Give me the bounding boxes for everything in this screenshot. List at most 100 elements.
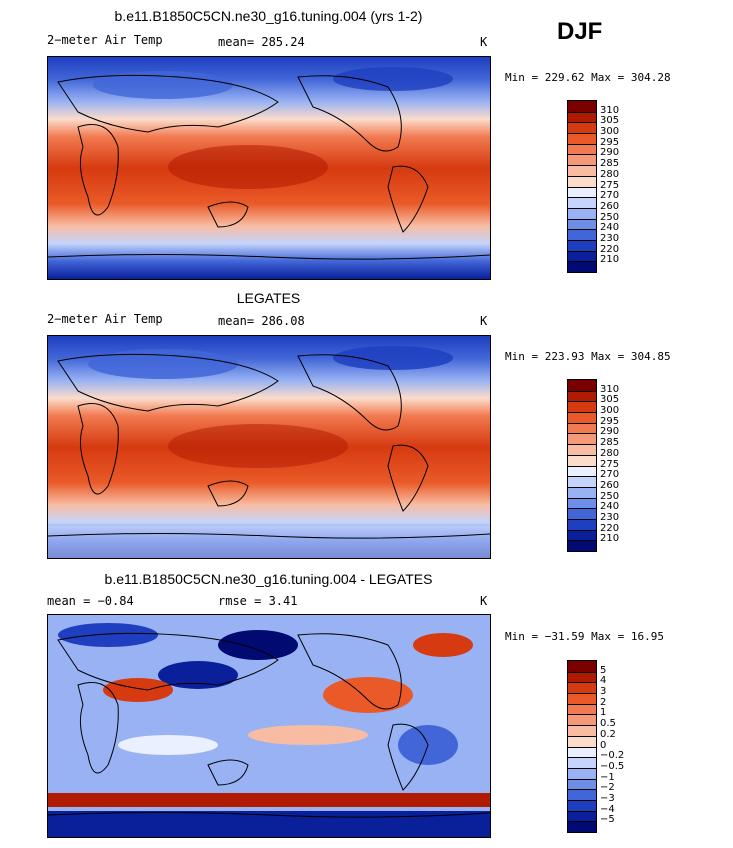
panel-diff-colorbar-tick-label: −0.2 (600, 750, 625, 762)
panel-diff-colorbar-tick-label: 5 (600, 664, 607, 676)
panel-obs-colorbar-swatch (568, 454, 596, 466)
panel-diff-map-svg (48, 615, 490, 837)
panel-diff-colorbar-tick-label: −4 (600, 803, 615, 815)
panel-obs-cold-america (333, 346, 453, 370)
panel-obs-coastlines (48, 353, 490, 539)
panel-diff-colorbar: 5 4 3 2 1 0.5 0.2 0 −0.2 −0.5 −1 −2 −3 −4 −5 (567, 660, 624, 833)
panel-obs-colorbar-swatch (568, 390, 596, 402)
panel-model-warm-pool (168, 145, 328, 189)
panel-model-colorbar-tick-label: 300 (600, 126, 620, 138)
panel-diff-colorbar-swatch (568, 810, 596, 822)
panel-model-colorbar-tick-label: 230 (600, 232, 620, 244)
panel-model-colorbar-swatch (568, 261, 596, 272)
panel-diff-blob-2 (158, 661, 238, 689)
season-label: DJF (557, 18, 603, 45)
panel-obs-colorbar-swatch (568, 486, 596, 498)
panel-obs-colorbar-tick-label: 240 (600, 501, 620, 513)
panel-obs-colorbar-tick-label: 230 (600, 511, 620, 523)
panel-diff-colorbar-tick-label: −5 (600, 814, 615, 826)
panel-model-colorbar-swatch (568, 165, 596, 176)
panel-model-colorbar-swatch (568, 111, 596, 123)
panel-diff-minmax: Min = −31.59 Max = 16.95 (505, 630, 664, 643)
panel-diff-mean-label: mean = −0.84 (47, 594, 134, 608)
panel-model-colorbar-tick-label: 250 (600, 211, 620, 223)
panel-obs-colorbar-tick-label: 260 (600, 479, 620, 491)
panel-model-colorbar-tick-label: 295 (600, 136, 620, 148)
panel-diff-colorbar-swatch (568, 714, 596, 726)
panel-obs-colorbar-swatch (568, 433, 596, 445)
panel-model-colorbar-tick-label: 275 (600, 179, 620, 191)
panel-diff-colorbar-swatch (568, 799, 596, 811)
panel-model-colorbar-tick-label: 305 (600, 115, 620, 127)
panel-diff-colorbar-swatch (568, 821, 596, 832)
panel-diff-colorbar-tick-label: 0 (600, 739, 607, 751)
panel-diff-colorbar-swatch (568, 682, 596, 694)
panel-obs-mean-label: mean= 286.08 (218, 314, 305, 328)
panel-model-colorbar-swatch (568, 250, 596, 262)
panel-model-variable-label: 2−meter Air Temp (47, 33, 163, 47)
panel-model-colorbar-swatch (568, 186, 596, 198)
panel-diff-coastlines (48, 632, 490, 818)
panel-obs-colorbar-tick-label: 270 (600, 469, 620, 481)
panel-obs-colorbar-swatch (568, 465, 596, 477)
panel-obs-colorbar-tick-label: 250 (600, 490, 620, 502)
panel-diff-colorbar-tick-label: −0.5 (600, 760, 625, 772)
panel-model-title: b.e11.B1850C5CN.ne30_g16.tuning.004 (yrs… (114, 8, 423, 24)
panel-obs-colorbar: 310 305 300 295 290 285 280 275 270 260 250 240 230 2… (567, 379, 619, 552)
panel-diff-colorbar-swatch (568, 746, 596, 758)
panel-obs-map (47, 335, 491, 559)
panel-diff-colorbar-swatch (568, 661, 596, 672)
panel-model-coastlines (48, 74, 490, 260)
panel-diff-blob-4 (103, 678, 173, 702)
panel-diff-colorbar-tick-label: 1 (600, 707, 607, 719)
panel-diff-rmse-label: rmse = 3.41 (218, 594, 298, 608)
panel-obs-colorbar-tick-label: 295 (600, 415, 620, 427)
panel-diff-colorbar-swatch (568, 671, 596, 683)
panel-diff-blob-3 (218, 630, 298, 660)
panel-obs-colorbar-swatch (568, 540, 596, 551)
panel-obs-colorbar-swatch (568, 518, 596, 530)
panel-obs-colorbar-tick-label: 210 (600, 533, 620, 545)
panel-model-colorbar-swatch (568, 197, 596, 208)
panel-model-colorbar-tick-label: 270 (600, 190, 620, 202)
panel-diff-colorbar-tick-label: −2 (600, 782, 615, 794)
panel-obs-colorbar-swatch (568, 412, 596, 423)
panel-model-colorbar-tick-label: 310 (600, 104, 620, 116)
panel-obs-colorbar-tick-label: 300 (600, 405, 620, 417)
panel-diff-blob-8 (118, 735, 218, 755)
panel-diff-southern-warm (48, 793, 490, 807)
panel-model-minmax: Min = 229.62 Max = 304.28 (505, 71, 671, 84)
panel-model-colorbar-swatch (568, 218, 596, 230)
panel-model-map-svg (48, 57, 490, 279)
panel-obs-units: K (480, 314, 488, 328)
panel-model-colorbar-swatch (568, 143, 596, 155)
panel-model-colorbar-swatch (568, 207, 596, 219)
panel-model-colorbar-swatch (568, 122, 596, 134)
panel-obs-colorbar-swatch (568, 422, 596, 434)
panel-model-colorbar-swatch (568, 154, 596, 166)
panel-obs-colorbar-swatch (568, 508, 596, 519)
panel-diff-colorbar-tick-label: −3 (600, 792, 615, 804)
panel-model-colorbar-swatch (568, 239, 596, 251)
panel-diff-colorbar-swatch (568, 778, 596, 790)
panel-obs-variable-label: 2−meter Air Temp (47, 312, 163, 326)
panel-model-units: K (480, 35, 488, 49)
panel-diff-colorbar-swatch (568, 757, 596, 768)
panel-diff-colorbar-swatch (568, 735, 596, 747)
panel-model-colorbar-tick-label: 280 (600, 168, 620, 180)
panel-model-map (47, 56, 491, 280)
panel-model-colorbar-tick-label: 260 (600, 200, 620, 212)
panel-obs-colorbar-tick-label: 285 (600, 437, 620, 449)
panel-obs-southern-band (48, 526, 490, 558)
panel-obs-colorbar-swatch (568, 497, 596, 509)
panel-diff-colorbar-tick-label: 2 (600, 696, 607, 708)
panel-diff-map (47, 614, 491, 838)
panel-model-colorbar-tick-label: 220 (600, 243, 620, 255)
panel-diff-title: b.e11.B1850C5CN.ne30_g16.tuning.004 - LE… (104, 571, 433, 587)
panel-diff-blob-5 (323, 677, 413, 713)
panel-diff-colorbar-tick-label: 3 (600, 686, 607, 698)
panel-diff-colorbar-tick-label: 0.2 (600, 728, 616, 740)
panel-diff-blob-1 (58, 623, 158, 647)
panel-obs-colorbar-swatch (568, 529, 596, 541)
panel-diff-blob-6 (413, 633, 473, 657)
